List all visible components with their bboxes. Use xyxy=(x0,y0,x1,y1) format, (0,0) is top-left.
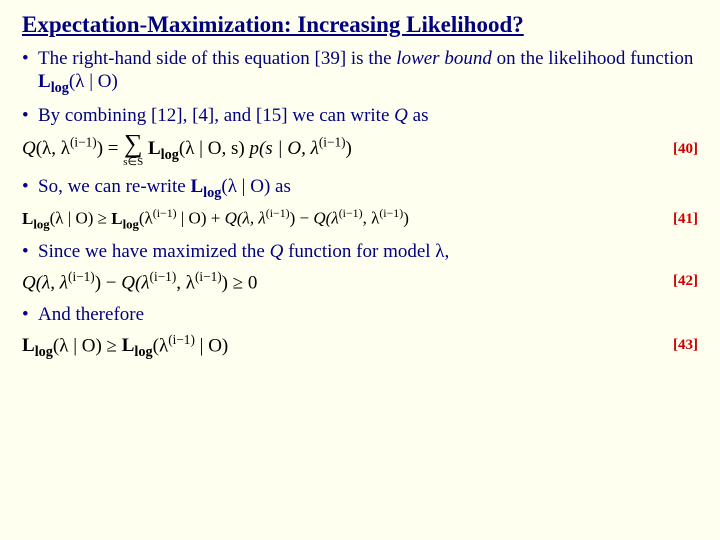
bullet-1: • The right-hand side of this equation [… xyxy=(22,48,698,97)
bullet-dot: • xyxy=(22,48,38,97)
llog-symbol: Llog xyxy=(38,71,69,92)
equation-43-row: Llog(λ | O) ≥ Llog(λ(i−1) | O) [43] xyxy=(22,331,698,362)
b1-part-d: (λ | O) xyxy=(69,71,118,92)
equation-42: Q(λ, λ(i−1)) − Q(λ(i−1), λ(i−1)) ≥ 0 xyxy=(22,268,257,296)
bullet-5: • And therefore xyxy=(22,304,698,327)
llog-symbol: Llog xyxy=(22,335,53,356)
bullet-5-text: And therefore xyxy=(38,304,698,327)
bullet-dot: • xyxy=(22,176,38,202)
bullet-dot: • xyxy=(22,304,38,327)
equation-40-row: Q(λ, λ(i−1)) = ∑ s∈S Llog(λ | O, s) p(s … xyxy=(22,131,698,168)
bullet-dot: • xyxy=(22,105,38,128)
equation-number-43: [43] xyxy=(661,337,698,354)
bullet-4-text: Since we have maximized the Q function f… xyxy=(38,241,698,264)
bullet-3: • So, we can re-write Llog(λ | O) as xyxy=(22,176,698,202)
b1-part-a: The right-hand side of this equation [39… xyxy=(38,48,396,69)
llog-symbol: Llog xyxy=(111,209,139,228)
bullet-2-text: By combining [12], [4], and [15] we can … xyxy=(38,105,698,128)
equation-41: Llog(λ | O) ≥ Llog(λ(i−1) | O) + Q(λ, λ(… xyxy=(22,206,409,233)
bullet-1-text: The right-hand side of this equation [39… xyxy=(38,48,698,97)
llog-symbol: Llog xyxy=(190,176,221,197)
llog-symbol: Llog xyxy=(22,209,50,228)
llog-symbol: Llog xyxy=(122,335,153,356)
equation-number-42: [42] xyxy=(661,273,698,290)
bullet-3-text: So, we can re-write Llog(λ | O) as xyxy=(38,176,698,202)
b1-lower-bound: lower bound xyxy=(396,48,492,69)
equation-41-row: Llog(λ | O) ≥ Llog(λ(i−1) | O) + Q(λ, λ(… xyxy=(22,206,698,233)
sigma-icon: ∑ s∈S xyxy=(123,131,143,168)
bullet-4: • Since we have maximized the Q function… xyxy=(22,241,698,264)
b1-part-c: on the likelihood function xyxy=(492,48,694,69)
equation-43: Llog(λ | O) ≥ Llog(λ(i−1) | O) xyxy=(22,331,228,362)
llog-symbol: Llog xyxy=(148,138,179,159)
equation-number-40: [40] xyxy=(661,141,698,158)
bullet-2: • By combining [12], [4], and [15] we ca… xyxy=(22,105,698,128)
slide: Expectation-Maximization: Increasing Lik… xyxy=(0,0,720,379)
bullet-dot: • xyxy=(22,241,38,264)
equation-number-41: [41] xyxy=(661,211,698,228)
equation-42-row: Q(λ, λ(i−1)) − Q(λ(i−1), λ(i−1)) ≥ 0 [42… xyxy=(22,268,698,296)
equation-40: Q(λ, λ(i−1)) = ∑ s∈S Llog(λ | O, s) p(s … xyxy=(22,131,352,168)
slide-title: Expectation-Maximization: Increasing Lik… xyxy=(22,12,698,38)
